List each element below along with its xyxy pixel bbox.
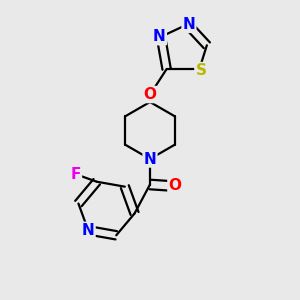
- Text: N: N: [82, 223, 94, 238]
- Text: N: N: [153, 29, 166, 44]
- Text: O: O: [168, 178, 182, 194]
- Text: O: O: [144, 87, 157, 102]
- Text: F: F: [70, 167, 81, 182]
- Text: N: N: [144, 152, 156, 166]
- Text: S: S: [195, 63, 206, 78]
- Text: N: N: [183, 17, 195, 32]
